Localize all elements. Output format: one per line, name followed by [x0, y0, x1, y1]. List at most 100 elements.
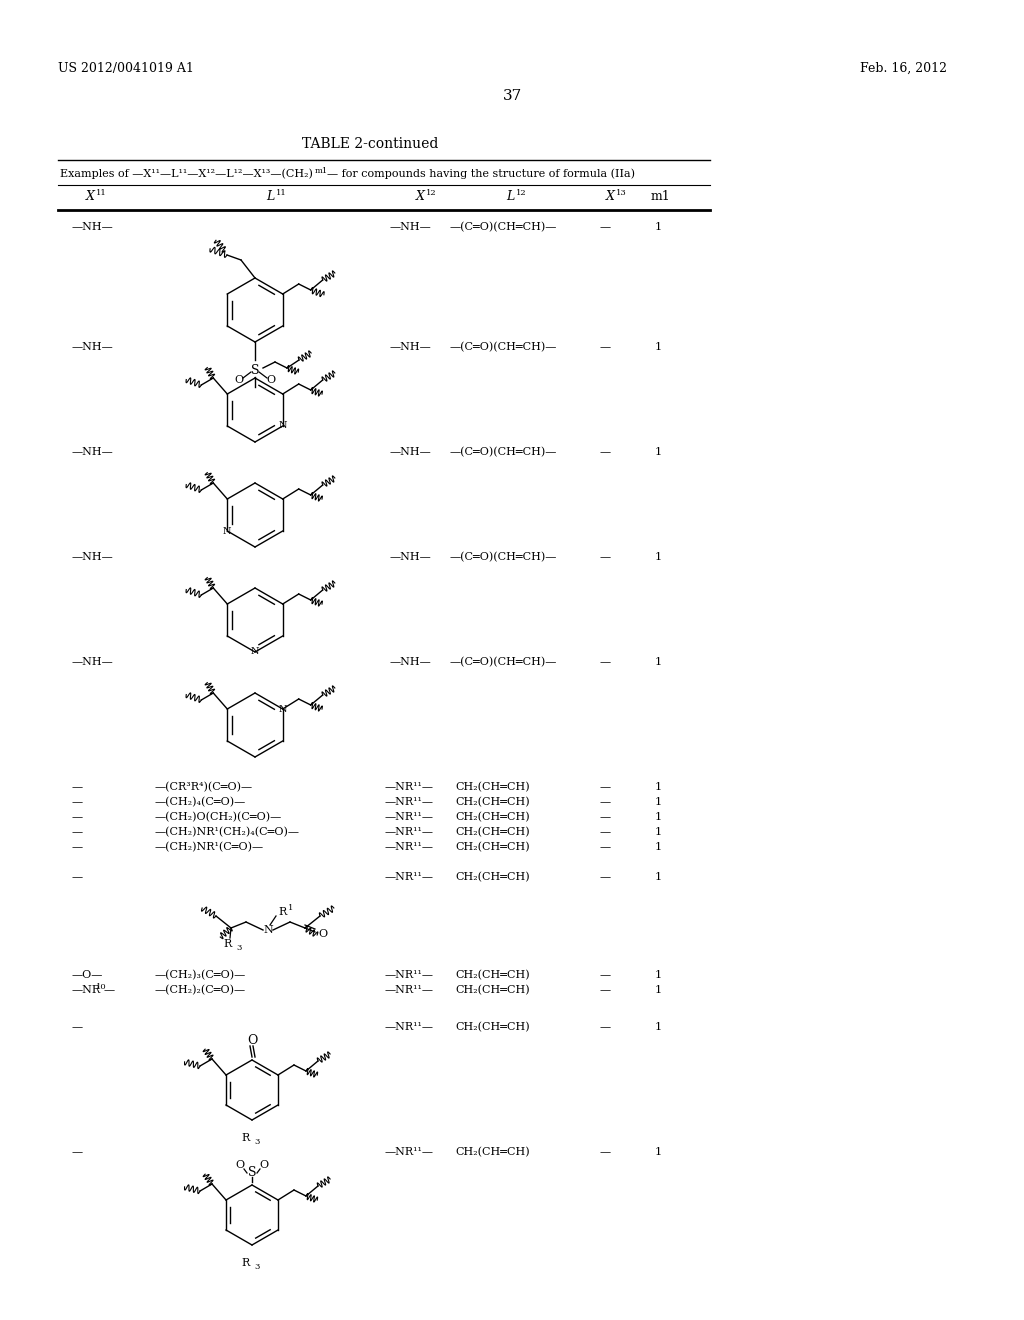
Text: 1: 1 — [655, 342, 663, 352]
Text: —NH—: —NH— — [390, 342, 432, 352]
Text: —: — — [600, 873, 611, 882]
Text: —: — — [600, 828, 611, 837]
Text: —: — — [600, 1022, 611, 1032]
Text: —: — — [72, 1022, 83, 1032]
Text: Feb. 16, 2012: Feb. 16, 2012 — [860, 62, 947, 75]
Text: —: — — [600, 812, 611, 822]
Text: N: N — [263, 925, 272, 935]
Text: —NH—: —NH— — [390, 447, 432, 457]
Text: —(CH₂)NR¹(C═O)—: —(CH₂)NR¹(C═O)— — [155, 842, 264, 851]
Text: 1: 1 — [655, 828, 663, 837]
Text: 13: 13 — [616, 189, 627, 197]
Text: —NH—: —NH— — [390, 222, 432, 232]
Text: —: — — [104, 985, 115, 995]
Text: 1: 1 — [655, 222, 663, 232]
Text: 11: 11 — [276, 189, 287, 197]
Text: R: R — [242, 1258, 250, 1269]
Text: Examples of —X¹¹—L¹¹—X¹²—L¹²—X¹³—(CH₂): Examples of —X¹¹—L¹¹—X¹²—L¹²—X¹³—(CH₂) — [60, 169, 313, 180]
Text: CH₂(CH═CH): CH₂(CH═CH) — [455, 826, 529, 837]
Text: —(C═O)(CH═CH)—: —(C═O)(CH═CH)— — [450, 656, 557, 667]
Text: 1: 1 — [288, 904, 293, 912]
Text: 1: 1 — [655, 447, 663, 457]
Text: 1: 1 — [655, 781, 663, 792]
Text: —(C═O)(CH═CH)—: —(C═O)(CH═CH)— — [450, 446, 557, 457]
Text: X: X — [605, 190, 614, 203]
Text: —: — — [600, 222, 611, 232]
Text: CH₂(CH═CH): CH₂(CH═CH) — [455, 1022, 529, 1032]
Text: —NR¹¹—: —NR¹¹— — [385, 781, 434, 792]
Text: O: O — [266, 375, 275, 385]
Text: S: S — [251, 363, 259, 376]
Text: CH₂(CH═CH): CH₂(CH═CH) — [455, 1147, 529, 1158]
Text: —: — — [72, 797, 83, 807]
Text: —NH—: —NH— — [390, 657, 432, 667]
Text: —: — — [600, 985, 611, 995]
Text: —: — — [600, 1147, 611, 1158]
Text: —NH—: —NH— — [390, 552, 432, 562]
Text: N: N — [251, 648, 259, 656]
Text: N: N — [279, 705, 287, 714]
Text: —NH—: —NH— — [72, 342, 114, 352]
Text: —(C═O)(CH═CH)—: —(C═O)(CH═CH)— — [450, 222, 557, 232]
Text: —: — — [600, 447, 611, 457]
Text: 3: 3 — [254, 1263, 259, 1271]
Text: —(C═O)(CH═CH)—: —(C═O)(CH═CH)— — [450, 552, 557, 562]
Text: L: L — [266, 190, 274, 203]
Text: —NH—: —NH— — [72, 447, 114, 457]
Text: —NR¹¹—: —NR¹¹— — [385, 1147, 434, 1158]
Text: CH₂(CH═CH): CH₂(CH═CH) — [455, 871, 529, 882]
Text: —: — — [600, 842, 611, 851]
Text: CH₂(CH═CH): CH₂(CH═CH) — [455, 842, 529, 851]
Text: —: — — [600, 797, 611, 807]
Text: 1: 1 — [655, 842, 663, 851]
Text: 10: 10 — [96, 983, 106, 991]
Text: 1: 1 — [655, 873, 663, 882]
Text: X: X — [86, 190, 94, 203]
Text: m1: m1 — [650, 190, 670, 203]
Text: — for compounds having the structure of formula (IIa): — for compounds having the structure of … — [327, 169, 635, 180]
Text: —NR: —NR — [72, 985, 101, 995]
Text: CH₂(CH═CH): CH₂(CH═CH) — [455, 812, 529, 822]
Text: R: R — [224, 939, 232, 949]
Text: CH₂(CH═CH): CH₂(CH═CH) — [455, 985, 529, 995]
Text: 1: 1 — [655, 797, 663, 807]
Text: —(C═O)(CH═CH)—: —(C═O)(CH═CH)— — [450, 342, 557, 352]
Text: m1: m1 — [315, 168, 329, 176]
Text: —NR¹¹—: —NR¹¹— — [385, 842, 434, 851]
Text: —(CH₂)NR¹(CH₂)₄(C═O)—: —(CH₂)NR¹(CH₂)₄(C═O)— — [155, 826, 300, 837]
Text: —: — — [72, 781, 83, 792]
Text: —(CH₂)₂(C═O)—: —(CH₂)₂(C═O)— — [155, 985, 246, 995]
Text: 3: 3 — [254, 1138, 259, 1146]
Text: —NR¹¹—: —NR¹¹— — [385, 970, 434, 979]
Text: —NR¹¹—: —NR¹¹— — [385, 873, 434, 882]
Text: —: — — [72, 828, 83, 837]
Text: 11: 11 — [96, 189, 106, 197]
Text: 1: 1 — [655, 1022, 663, 1032]
Text: —: — — [72, 873, 83, 882]
Text: —: — — [72, 1147, 83, 1158]
Text: R: R — [278, 907, 287, 917]
Text: —: — — [600, 781, 611, 792]
Text: S: S — [248, 1167, 256, 1180]
Text: —: — — [600, 342, 611, 352]
Text: —NH—: —NH— — [72, 657, 114, 667]
Text: —: — — [72, 812, 83, 822]
Text: 1: 1 — [655, 657, 663, 667]
Text: —NH—: —NH— — [72, 222, 114, 232]
Text: —(CH₂)₄(C═O)—: —(CH₂)₄(C═O)— — [155, 797, 246, 807]
Text: X: X — [416, 190, 424, 203]
Text: 3: 3 — [236, 944, 242, 952]
Text: —(CH₂)₃(C═O)—: —(CH₂)₃(C═O)— — [155, 970, 246, 979]
Text: CH₂(CH═CH): CH₂(CH═CH) — [455, 970, 529, 979]
Text: —NR¹¹—: —NR¹¹— — [385, 797, 434, 807]
Text: O: O — [318, 929, 328, 939]
Text: —: — — [72, 842, 83, 851]
Text: O: O — [234, 375, 244, 385]
Text: N: N — [223, 527, 231, 536]
Text: —(CR³R⁴)(C═O)—: —(CR³R⁴)(C═O)— — [155, 781, 253, 792]
Text: —NR¹¹—: —NR¹¹— — [385, 985, 434, 995]
Text: 1: 1 — [655, 812, 663, 822]
Text: 1: 1 — [655, 552, 663, 562]
Text: 37: 37 — [503, 88, 521, 103]
Text: —NR¹¹—: —NR¹¹— — [385, 828, 434, 837]
